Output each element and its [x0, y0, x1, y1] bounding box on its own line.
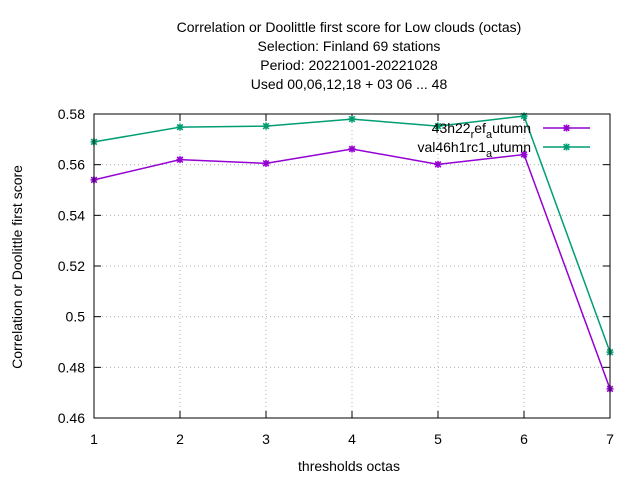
x-tick-label: 6	[520, 431, 528, 447]
x-tick-label: 2	[176, 431, 184, 447]
y-tick-label: 0.56	[58, 157, 85, 173]
y-axis-label: Correlation or Doolittle first score	[9, 165, 25, 369]
legend-label-1-sub: r	[471, 129, 475, 141]
title-line-3: Period: 20221001-20221028	[260, 57, 438, 73]
legend-label-2-sub: a	[486, 148, 493, 160]
series-1-point-core	[350, 146, 354, 151]
legend-label-series-1: 43h22refautumn	[432, 120, 531, 141]
title-line-1: Correlation or Doolittle first score for…	[177, 19, 522, 35]
x-tick-label: 1	[90, 431, 98, 447]
series-1-point-core	[178, 157, 182, 162]
y-tick-label: 0.52	[58, 258, 85, 274]
tick-labels: 0.46 0.48 0.5 0.52 0.54 0.56 0.58 1 2 3 4 5 6 7	[58, 106, 614, 447]
series-1-point-core	[522, 152, 526, 157]
x-tick-label: 7	[606, 431, 614, 447]
legend-marker-series-1-core	[564, 126, 569, 130]
legend: 43h22refautumn val46h1rc1autumn	[417, 120, 590, 160]
y-tick-label: 0.5	[66, 309, 86, 325]
series-2-point-core	[522, 114, 526, 119]
x-tick-label: 5	[434, 431, 442, 447]
chart-title: Correlation or Doolittle first score for…	[177, 19, 522, 92]
legend-label-1-end: utumn	[492, 120, 531, 136]
y-tick-label: 0.46	[58, 410, 85, 426]
series-2-point-core	[436, 124, 440, 129]
legend-label-2-end: utumn	[492, 139, 531, 155]
x-axis-label: thresholds octas	[298, 458, 400, 474]
legend-label-2-main: val46h1rc1	[417, 139, 486, 155]
x-tick-label: 4	[348, 431, 356, 447]
legend-label-series-2: val46h1rc1autumn	[417, 139, 531, 160]
legend-label-1-mid: ef	[474, 120, 486, 136]
series-2-point-core	[178, 125, 182, 130]
series-2-point-core	[350, 117, 354, 122]
grid-lines	[94, 114, 610, 418]
plot-frame	[93, 113, 611, 419]
y-tick-label: 0.48	[58, 359, 85, 375]
legend-marker-series-2-core	[564, 145, 569, 149]
series-2-point-core	[264, 124, 268, 129]
title-line-4: Used 00,06,12,18 + 03 06 ... 48	[251, 76, 448, 92]
series-1-point-core	[436, 162, 440, 167]
legend-label-1-sub2: a	[486, 129, 493, 141]
y-tick-label: 0.58	[58, 106, 85, 122]
title-line-2: Selection: Finland 69 stations	[258, 38, 441, 54]
legend-label-1-main: 43h22	[432, 120, 471, 136]
y-tick-label: 0.54	[58, 207, 85, 223]
x-tick-label: 3	[262, 431, 270, 447]
series-1-point-core	[264, 161, 268, 166]
